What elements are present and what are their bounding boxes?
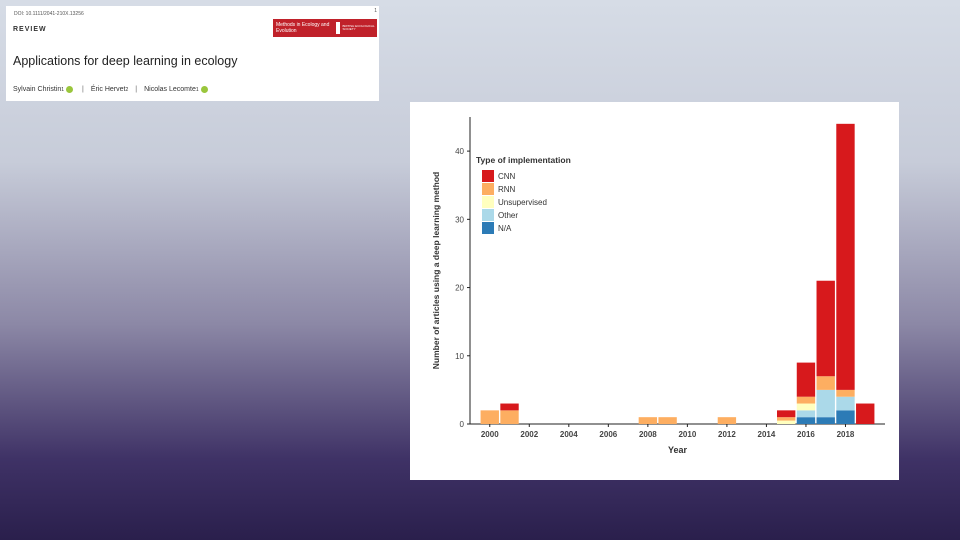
journal-name: Methods in Ecology and Evolution — [276, 22, 330, 34]
page-number: 1 — [374, 8, 377, 14]
legend-swatch — [482, 196, 494, 208]
bar-segment — [836, 410, 855, 424]
bar-segment — [717, 417, 737, 424]
author-affiliation: 2 — [125, 86, 129, 93]
legend-label: RNN — [498, 185, 516, 194]
bar-segment — [796, 410, 816, 418]
bar-segment — [816, 376, 835, 390]
bar-segment — [816, 280, 835, 377]
y-tick-label: 10 — [455, 352, 464, 361]
bar-segment — [816, 389, 835, 418]
legend-label: CNN — [498, 172, 516, 181]
orcid-icon — [200, 86, 208, 93]
x-tick-label: 2004 — [560, 430, 578, 439]
chart-panel: 0 10 20 30 40 2000 2002 2004 2006 2008 2010 2012 201… — [410, 102, 899, 480]
legend-title: Type of implementation — [476, 155, 571, 165]
legend-label: N/A — [498, 224, 512, 233]
section-label: REVIEW — [13, 26, 47, 33]
legend-swatch — [482, 209, 494, 221]
bar-chart: 0 10 20 30 40 2000 2002 2004 2006 2008 2010 2012 201… — [431, 117, 885, 455]
legend-swatch — [482, 170, 494, 182]
x-tick-label: 2014 — [758, 430, 776, 439]
x-tick-label: 2006 — [599, 430, 617, 439]
bar-segment — [856, 403, 875, 424]
legend-swatch — [482, 183, 494, 195]
bar-segment — [796, 417, 816, 424]
author-list: Sylvain Christin 1 | Éric Hervet 2 | Nicol… — [13, 86, 210, 93]
bar-segment — [777, 417, 796, 421]
bar-segment — [658, 417, 677, 424]
x-tick-label: 2012 — [718, 430, 736, 439]
bar-segment — [796, 362, 816, 397]
legend-swatch — [482, 222, 494, 234]
author-separator: | — [135, 86, 138, 93]
paper-title: Applications for deep learning in ecolog… — [13, 54, 238, 68]
bar-segment — [777, 420, 796, 424]
x-tick-label: 2002 — [520, 430, 538, 439]
x-tick-label: 2016 — [797, 430, 815, 439]
bar-segment — [500, 403, 519, 411]
bar-segment — [480, 410, 499, 424]
legend-label: Other — [498, 211, 518, 220]
orcid-icon — [66, 86, 74, 93]
journal-badge: Methods in Ecology and Evolution BRITISH… — [273, 19, 377, 37]
y-axis-label: Number of articles using a deep learning… — [431, 172, 441, 369]
x-tick-label: 2010 — [678, 430, 696, 439]
bar-segment — [638, 417, 658, 424]
author-affiliation: 1 — [61, 86, 65, 93]
bar-segment — [816, 417, 835, 424]
author-name: Éric Hervet — [90, 86, 126, 93]
bar-segment — [796, 396, 816, 404]
y-tick-label: 40 — [455, 147, 464, 156]
y-tick-label: 0 — [460, 420, 465, 429]
author-affiliation: 1 — [195, 86, 199, 93]
x-tick-label: 2018 — [837, 430, 855, 439]
bar-segment — [777, 410, 796, 418]
bar-segment — [836, 396, 855, 411]
bar-segment — [836, 123, 855, 390]
society-name: BRITISH ECOLOGICAL SOCIETY — [342, 23, 375, 31]
paper-header: DOI: 10.1111/2041-210X.13256 1 REVIEW Me… — [6, 6, 379, 101]
legend-label: Unsupervised — [498, 198, 547, 207]
y-tick-label: 20 — [455, 284, 464, 293]
bar-segment — [796, 403, 816, 411]
y-tick-label: 30 — [455, 215, 464, 224]
author-name: Sylvain Christin — [13, 86, 62, 93]
x-tick-label: 2008 — [639, 430, 657, 439]
bar-segment — [500, 410, 519, 424]
society-logo-icon — [335, 22, 341, 34]
doi-text: DOI: 10.1111/2041-210X.13256 — [14, 11, 84, 17]
x-axis-label: Year — [668, 445, 688, 455]
x-tick-label: 2000 — [481, 430, 499, 439]
bar-segment — [836, 389, 855, 397]
author-name: Nicolas Lecomte — [144, 86, 196, 93]
author-separator: | — [82, 86, 84, 93]
